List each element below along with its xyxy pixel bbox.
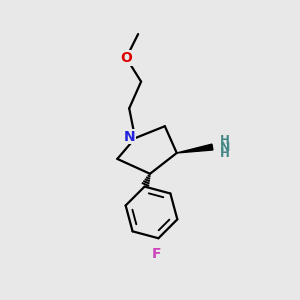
Text: F: F [152, 247, 162, 261]
Text: N: N [220, 140, 230, 154]
Text: H: H [220, 134, 230, 147]
Text: O: O [120, 51, 132, 65]
Polygon shape [177, 144, 213, 153]
Text: H: H [220, 147, 230, 160]
Text: N: N [124, 130, 136, 144]
